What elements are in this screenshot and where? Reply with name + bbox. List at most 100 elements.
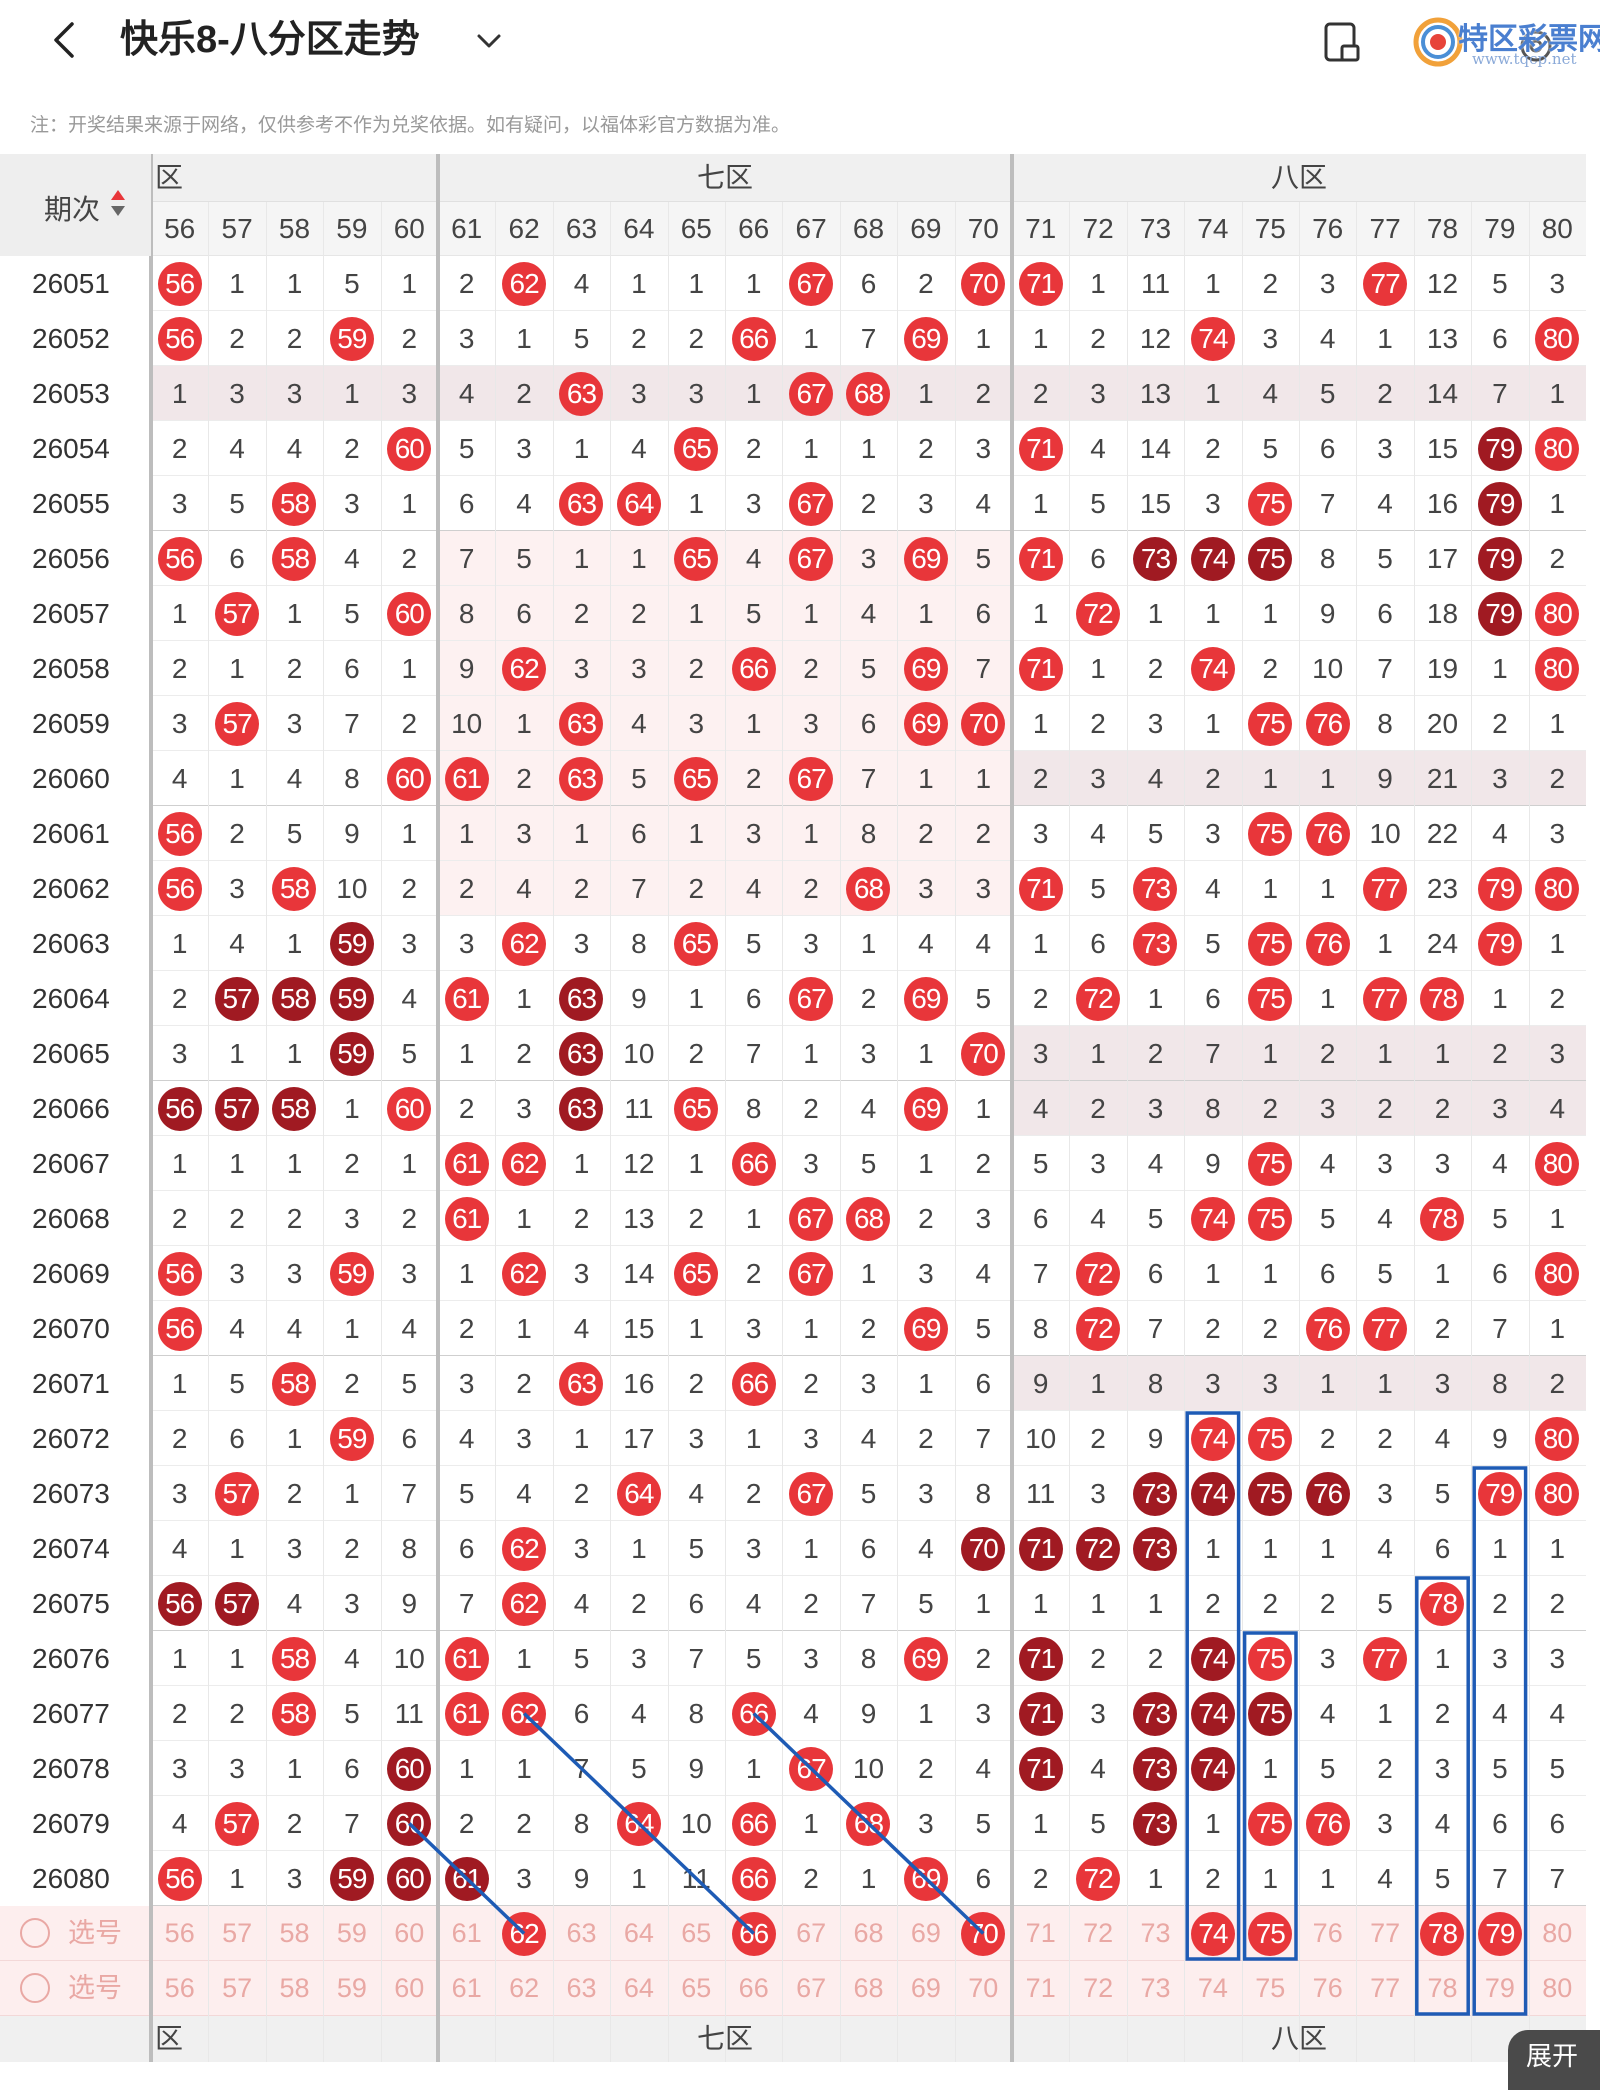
select-radio-icon[interactable]: [20, 1973, 50, 2003]
cell-71: 71: [1012, 1631, 1069, 1686]
select-number-64[interactable]: 64: [610, 1961, 667, 2016]
select-number-60[interactable]: 60: [381, 1906, 438, 1961]
select-number-79[interactable]: 79: [1471, 1961, 1528, 2016]
cell-74: 74: [1184, 1631, 1241, 1686]
select-number-80[interactable]: 80: [1529, 1961, 1586, 2016]
cell-76: 76: [1299, 1796, 1356, 1851]
select-number-63[interactable]: 63: [553, 1906, 610, 1961]
select-number-74[interactable]: 74: [1184, 1906, 1241, 1961]
select-number-74[interactable]: 74: [1184, 1961, 1241, 2016]
hit-ball-63: 63: [559, 481, 604, 526]
selected-ball-79[interactable]: 79: [1477, 1911, 1522, 1956]
select-number-72[interactable]: 72: [1069, 1906, 1126, 1961]
select-number-73[interactable]: 73: [1127, 1961, 1184, 2016]
cell-64: 3: [610, 1631, 667, 1686]
select-number-62[interactable]: 62: [495, 1961, 552, 2016]
phone-settings-icon[interactable]: [1318, 18, 1366, 66]
cell-78: 23: [1414, 861, 1471, 916]
select-number-76[interactable]: 76: [1299, 1906, 1356, 1961]
select-number-78[interactable]: 78: [1414, 1961, 1471, 2016]
select-label[interactable]: 选号: [0, 1906, 151, 1961]
cell-text: 3: [458, 1368, 475, 1399]
select-number-61[interactable]: 61: [438, 1906, 495, 1961]
select-number-80[interactable]: 80: [1529, 1906, 1586, 1961]
hit-ball-72: 72: [1076, 1526, 1121, 1571]
cell-67: 3: [782, 1136, 839, 1191]
select-number-63[interactable]: 63: [553, 1961, 610, 2016]
select-number-60[interactable]: 60: [381, 1961, 438, 2016]
selected-ball-78[interactable]: 78: [1420, 1911, 1465, 1956]
select-number-65[interactable]: 65: [668, 1961, 725, 2016]
select-number-69[interactable]: 69: [897, 1961, 954, 2016]
hit-ball-80: 80: [1535, 1251, 1580, 1296]
selected-ball-62[interactable]: 62: [502, 1911, 547, 1956]
issue-header[interactable]: 期次: [0, 154, 151, 256]
cell-text: 2: [1090, 708, 1106, 739]
hit-ball-59: 59: [329, 1416, 374, 1461]
select-number-68[interactable]: 68: [840, 1906, 897, 1961]
cell-57: 3: [208, 861, 265, 916]
select-number-69[interactable]: 69: [897, 1906, 954, 1961]
cell-76: 1: [1299, 1851, 1356, 1906]
select-number-65[interactable]: 65: [668, 1906, 725, 1961]
select-number-59[interactable]: 59: [323, 1906, 380, 1961]
cell-text: 13: [1139, 378, 1172, 409]
issue-number: 26080: [0, 1851, 151, 1906]
selected-ball-74[interactable]: 74: [1190, 1911, 1235, 1956]
cell-text: 2: [573, 1203, 590, 1234]
cell-text: 1: [458, 1258, 475, 1289]
select-radio-icon[interactable]: [20, 1918, 50, 1948]
cell-text: 64: [623, 213, 655, 244]
cell-79: 6: [1471, 311, 1528, 366]
back-arrow-icon[interactable]: [44, 18, 88, 62]
select-number-66[interactable]: 66: [725, 1961, 782, 2016]
select-number-70[interactable]: 70: [955, 1906, 1012, 1961]
select-number-58[interactable]: 58: [266, 1906, 323, 1961]
select-number-64[interactable]: 64: [610, 1906, 667, 1961]
select-number-75[interactable]: 75: [1242, 1961, 1299, 2016]
cell-72: 72: [1069, 971, 1126, 1026]
select-number-71[interactable]: 71: [1012, 1906, 1069, 1961]
issue-number: 26062: [0, 861, 151, 916]
select-number-66[interactable]: 66: [725, 1906, 782, 1961]
select-number-75[interactable]: 75: [1242, 1906, 1299, 1961]
share-icon[interactable]: [1408, 12, 1600, 72]
select-number-71[interactable]: 71: [1012, 1961, 1069, 2016]
cell-text: 26059: [32, 708, 110, 739]
select-number-77[interactable]: 77: [1356, 1906, 1413, 1961]
sort-icon[interactable]: [110, 188, 126, 218]
select-number-67[interactable]: 67: [782, 1961, 839, 2016]
select-number-57[interactable]: 57: [208, 1906, 265, 1961]
select-number-56[interactable]: 56: [151, 1906, 208, 1961]
select-number-58[interactable]: 58: [266, 1961, 323, 2016]
select-number-62[interactable]: 62: [495, 1906, 552, 1961]
cell-text: 3: [975, 1203, 992, 1234]
select-number-78[interactable]: 78: [1414, 1906, 1471, 1961]
select-number-56[interactable]: 56: [151, 1961, 208, 2016]
select-number-73[interactable]: 73: [1127, 1906, 1184, 1961]
select-number-61[interactable]: 61: [438, 1961, 495, 2016]
cell-text: 75: [1255, 1973, 1286, 2003]
cell-text: 1: [918, 378, 934, 409]
chevron-down-icon[interactable]: [472, 26, 506, 56]
select-number-76[interactable]: 76: [1299, 1961, 1356, 2016]
selected-ball-70[interactable]: 70: [961, 1911, 1006, 1956]
select-number-57[interactable]: 57: [208, 1961, 265, 2016]
select-number-68[interactable]: 68: [840, 1961, 897, 2016]
cell-text: 3: [229, 378, 245, 409]
select-number-79[interactable]: 79: [1471, 1906, 1528, 1961]
select-number-72[interactable]: 72: [1069, 1961, 1126, 2016]
hit-ball-75: 75: [1248, 1141, 1293, 1186]
expand-button[interactable]: 展开: [1508, 2030, 1600, 2090]
cell-text: 1: [516, 1643, 532, 1674]
select-label[interactable]: 选号: [0, 1961, 151, 2016]
select-number-59[interactable]: 59: [323, 1961, 380, 2016]
table-row: [0, 421, 1586, 476]
select-number-70[interactable]: 70: [955, 1961, 1012, 2016]
select-number-77[interactable]: 77: [1356, 1961, 1413, 2016]
select-number-67[interactable]: 67: [782, 1906, 839, 1961]
cell-73: 14: [1127, 421, 1184, 476]
selected-ball-66[interactable]: 66: [731, 1911, 776, 1956]
selected-ball-75[interactable]: 75: [1248, 1911, 1293, 1956]
cell-text: 6: [1492, 323, 1508, 354]
